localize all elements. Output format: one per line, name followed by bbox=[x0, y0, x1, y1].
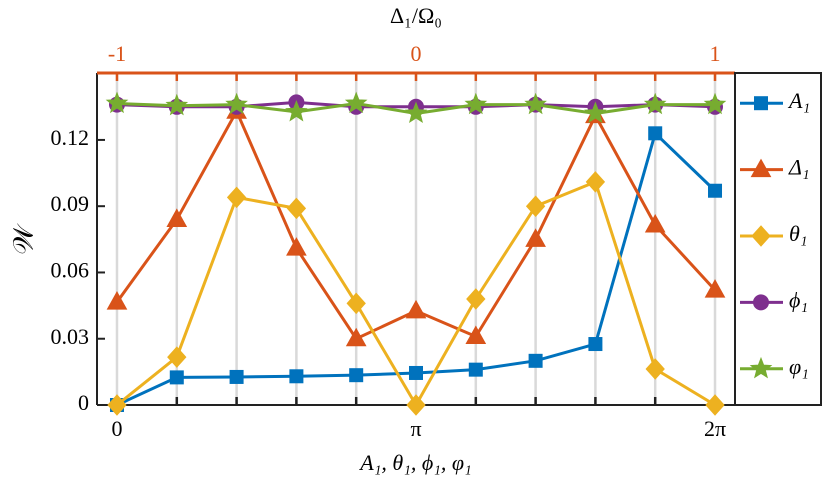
marker bbox=[585, 171, 606, 193]
marker bbox=[468, 362, 483, 377]
legend-label: θ₁ bbox=[789, 221, 807, 246]
marker bbox=[584, 101, 607, 124]
marker bbox=[524, 92, 547, 115]
legend-label: ϕ₁ bbox=[789, 287, 808, 312]
x-axis-label: A₁, θ₁, ϕ₁, φ₁ bbox=[358, 450, 471, 475]
marker bbox=[346, 292, 366, 315]
legend-box bbox=[734, 72, 822, 406]
marker bbox=[225, 92, 248, 115]
y-tick-label: 0.12 bbox=[51, 125, 90, 150]
marker bbox=[465, 325, 487, 345]
marker bbox=[166, 208, 188, 227]
marker bbox=[588, 337, 603, 352]
marker bbox=[704, 279, 726, 298]
marker bbox=[167, 346, 187, 368]
marker bbox=[408, 365, 423, 380]
x2-axis-label: Δ₁/Ω₀ bbox=[390, 3, 442, 28]
marker bbox=[708, 183, 723, 198]
marker bbox=[406, 394, 426, 416]
marker bbox=[345, 327, 367, 347]
marker bbox=[528, 353, 543, 368]
y-axis-label: 𝒲 bbox=[8, 223, 39, 255]
marker bbox=[286, 237, 307, 256]
marker bbox=[229, 369, 244, 384]
x-tick-label: π bbox=[410, 416, 421, 441]
marker bbox=[169, 370, 184, 385]
marker bbox=[525, 228, 546, 247]
marker bbox=[703, 92, 727, 115]
marker bbox=[105, 91, 129, 114]
marker bbox=[525, 195, 546, 217]
legend-marker bbox=[754, 96, 768, 111]
marker bbox=[705, 394, 725, 416]
marker bbox=[165, 93, 189, 116]
legend-label: φ₁ bbox=[789, 354, 809, 379]
x-tick-label: 2π bbox=[704, 416, 726, 441]
legend-label: A₁ bbox=[787, 88, 810, 113]
marker bbox=[648, 126, 663, 141]
marker bbox=[344, 91, 368, 114]
y-tick-label: 0.03 bbox=[51, 324, 90, 349]
marker bbox=[289, 369, 304, 384]
marker bbox=[464, 92, 488, 115]
y-tick-label: 0.09 bbox=[51, 191, 90, 216]
marker bbox=[285, 99, 308, 122]
legend-marker bbox=[753, 294, 769, 311]
marker bbox=[106, 291, 128, 310]
marker bbox=[404, 101, 428, 124]
legend-marker bbox=[751, 225, 771, 247]
x-tick-label: 0 bbox=[111, 416, 122, 441]
legend-marker bbox=[749, 356, 773, 379]
y-tick-label: 0.06 bbox=[51, 258, 90, 283]
x2-tick-label: -1 bbox=[108, 41, 126, 66]
y-tick-label: 0 bbox=[78, 390, 89, 415]
legend-marker bbox=[750, 158, 772, 178]
marker bbox=[286, 197, 307, 220]
marker bbox=[107, 394, 127, 416]
marker bbox=[405, 299, 427, 319]
marker bbox=[226, 186, 247, 209]
marker bbox=[643, 92, 667, 115]
x2-tick-label: 1 bbox=[709, 41, 720, 66]
marker bbox=[645, 358, 665, 380]
legend-label: Δ₁ bbox=[788, 155, 810, 180]
x2-tick-label: 0 bbox=[411, 41, 422, 66]
marker bbox=[349, 368, 364, 383]
marker bbox=[644, 213, 666, 233]
marker bbox=[466, 288, 486, 310]
